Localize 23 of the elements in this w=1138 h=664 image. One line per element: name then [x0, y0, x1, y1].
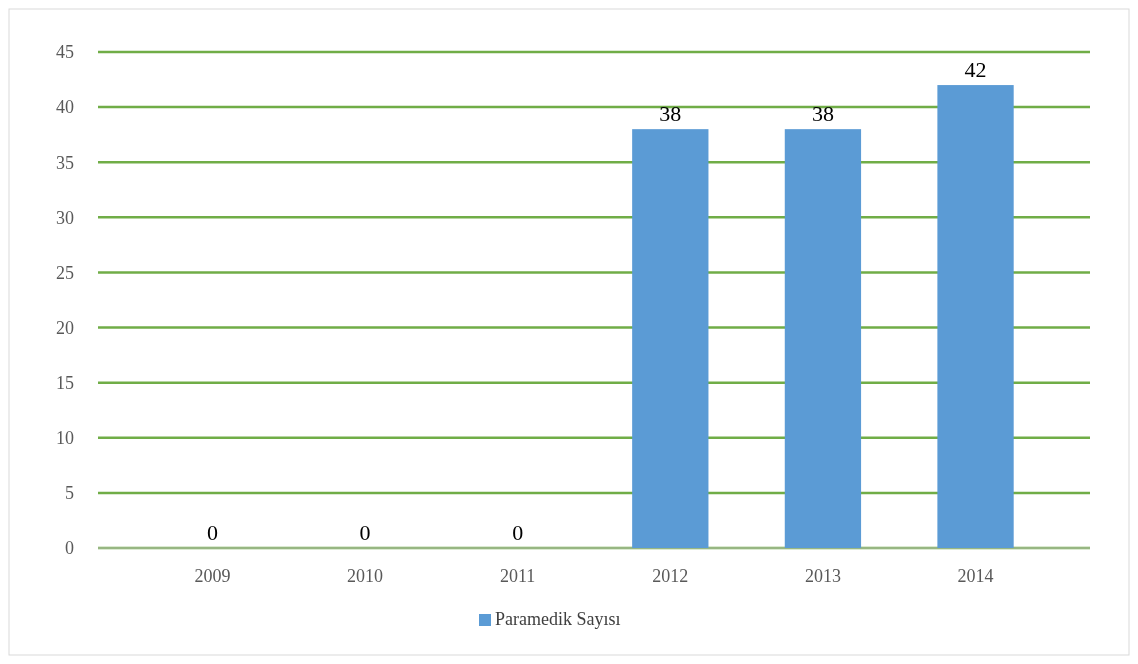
y-tick-label: 25: [56, 262, 74, 283]
y-tick-label: 35: [56, 152, 74, 173]
legend-label: Paramedik Sayısı: [495, 609, 621, 629]
y-tick-label: 15: [56, 372, 74, 393]
y-tick-label: 0: [65, 538, 74, 559]
x-tick-label: 2010: [347, 566, 384, 586]
x-tick-label: 2014: [957, 566, 994, 586]
x-tick-label: 2011: [500, 566, 536, 586]
data-label: 0: [512, 520, 524, 545]
y-tick-label: 40: [56, 97, 74, 118]
data-label: 38: [659, 101, 682, 127]
y-tick-label: 30: [56, 207, 74, 228]
data-label: 0: [359, 520, 371, 545]
x-tick-label: 2012: [652, 566, 689, 586]
x-tick-label: 2009: [194, 566, 231, 586]
x-tick-label: 2013: [804, 566, 841, 586]
y-tick-label: 20: [56, 317, 74, 338]
data-label: 0: [206, 520, 218, 545]
data-label: 42: [964, 57, 987, 83]
y-tick-label: 10: [56, 428, 74, 449]
y-tick-label: 45: [56, 42, 74, 63]
y-tick-label: 5: [65, 483, 74, 504]
data-label: 38: [811, 101, 834, 127]
